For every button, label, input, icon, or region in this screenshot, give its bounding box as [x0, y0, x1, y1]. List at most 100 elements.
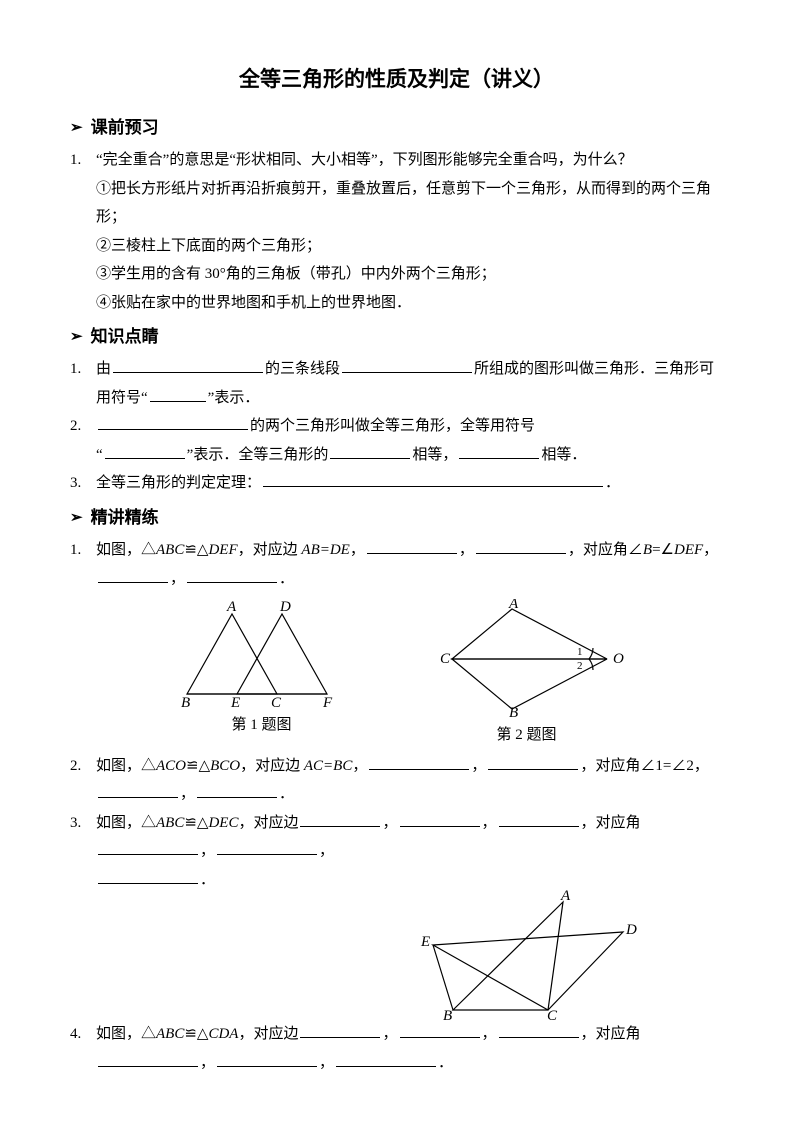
text: “	[96, 447, 103, 463]
math: DEF	[674, 542, 703, 558]
practice-list: 1. 如图，△ABC≌△DEF，对应边 AB=DE，，，对应角∠B=∠DEF，，…	[70, 536, 723, 593]
text: 的三条线段	[265, 361, 340, 377]
text: 如图，△	[96, 1026, 156, 1042]
section-label: 知识点睛	[91, 321, 159, 353]
text: ”表示．全等三角形的	[187, 447, 329, 463]
text: 如图，△	[96, 815, 156, 831]
blank	[197, 782, 277, 799]
text: 的两个三角形叫做全等三角形，全等用符号	[250, 418, 535, 434]
text: ，	[459, 542, 474, 558]
item-body: 的两个三角形叫做全等三角形，全等用符号 “”表示．全等三角形的相等，相等．	[96, 412, 723, 469]
text: ，对应角	[581, 815, 641, 831]
blank	[217, 839, 317, 856]
math: AC=BC	[304, 758, 352, 774]
pt-D: D	[279, 599, 291, 615]
text: ，对应边	[238, 542, 302, 558]
blank	[187, 566, 277, 583]
section-label: 精讲精练	[91, 502, 159, 534]
math: DEC	[208, 815, 238, 831]
blank	[369, 753, 469, 770]
pt-A: A	[226, 599, 237, 615]
figure-row: A D B E C F 第 1 题图 A C O B	[70, 599, 723, 750]
text: ≌△	[184, 542, 208, 558]
section-preview: ➢ 课前预习	[70, 112, 723, 144]
item-body: “完全重合”的意思是“形状相同、大小相等”，下列图形能够完全重合吗，为什么？ ①…	[96, 146, 723, 317]
blank	[342, 357, 472, 374]
text: ≌△	[184, 815, 208, 831]
item-number: 1.	[70, 146, 96, 317]
blank	[150, 385, 206, 402]
blank	[98, 1050, 198, 1067]
text: ，对应边	[240, 758, 304, 774]
item-number: 1.	[70, 355, 96, 412]
text: ，对应边	[238, 1026, 298, 1042]
pt-C: C	[440, 651, 451, 667]
item-number: 3.	[70, 809, 96, 895]
blank	[105, 442, 185, 459]
text: “完全重合”的意思是“形状相同、大小相等”，下列图形能够完全重合吗，为什么？	[96, 152, 633, 168]
chevron-right-icon: ➢	[70, 504, 83, 533]
item-number: 2.	[70, 412, 96, 469]
section-label: 课前预习	[91, 112, 159, 144]
pt-D: D	[625, 922, 637, 938]
pt-C: C	[547, 1008, 558, 1020]
caption-2: 第 2 题图	[427, 721, 627, 750]
text: ．	[279, 786, 294, 802]
text: ．	[438, 1055, 453, 1071]
section-practice: ➢ 精讲精练	[70, 502, 723, 534]
item-body: 由的三条线段所组成的图形叫做三角形．三角形可用符号“”表示．	[96, 355, 723, 412]
figure-2: A C O B 1 2 第 2 题图	[427, 599, 627, 750]
text: 如图，△	[96, 542, 156, 558]
angle-1: 1	[577, 646, 583, 658]
text: ①把长方形纸片对折再沿折痕剪开，重叠放置后，任意剪下一个三角形，从而得到的两个三…	[96, 181, 711, 226]
math: ACO	[156, 758, 186, 774]
pt-E: E	[420, 934, 430, 950]
pt-B: B	[181, 695, 190, 709]
item-body: 如图，△ABC≌△DEC，对应边，，，对应角，，．	[96, 809, 723, 895]
math: ABC	[156, 1026, 184, 1042]
blank	[459, 442, 539, 459]
blank	[488, 753, 578, 770]
blank	[367, 538, 457, 555]
pt-F: F	[322, 695, 333, 709]
blank	[400, 1022, 480, 1039]
blank	[476, 538, 566, 555]
pt-A: A	[560, 890, 571, 904]
practice-list-3: 4. 如图，△ABC≌△CDA，对应边，，，对应角，，．	[70, 1020, 723, 1077]
chevron-right-icon: ➢	[70, 323, 83, 352]
pt-B: B	[509, 705, 518, 719]
text: ，	[200, 843, 215, 859]
figure-1: A D B E C F 第 1 题图	[167, 599, 357, 750]
text: ≌△	[184, 1026, 208, 1042]
text: 如图，△	[96, 758, 156, 774]
text: ．	[279, 571, 294, 587]
blank	[98, 414, 248, 431]
text: ．	[200, 872, 215, 888]
item-body: 如图，△ABC≌△CDA，对应边，，，对应角，，．	[96, 1020, 723, 1077]
pt-C: C	[271, 695, 282, 709]
text: =∠	[652, 542, 674, 558]
text: ，	[352, 758, 367, 774]
text: ≌△	[186, 758, 210, 774]
blank	[336, 1050, 436, 1067]
knowledge-list: 1. 由的三条线段所组成的图形叫做三角形．三角形可用符号“”表示． 2. 的两个…	[70, 355, 723, 498]
blank	[98, 867, 198, 884]
triangle-diagram-1: A D B E C F	[167, 599, 357, 709]
math: BCO	[210, 758, 240, 774]
section-knowledge: ➢ 知识点睛	[70, 321, 723, 353]
preview-list: 1. “完全重合”的意思是“形状相同、大小相等”，下列图形能够完全重合吗，为什么…	[70, 146, 723, 317]
pt-B: B	[443, 1008, 452, 1020]
angle-2: 2	[577, 660, 583, 672]
blank	[113, 357, 263, 374]
figure-3: A D E B C	[70, 890, 723, 1020]
blank	[300, 1022, 380, 1039]
pt-O: O	[613, 651, 624, 667]
item-number: 2.	[70, 752, 96, 809]
math: CDA	[208, 1026, 238, 1042]
caption-1: 第 1 题图	[167, 711, 357, 740]
text: ②三棱柱上下底面的两个三角形；	[96, 238, 321, 254]
text: ，对应角∠	[568, 542, 643, 558]
math: AB=DE	[301, 542, 349, 558]
math: B	[643, 542, 652, 558]
item-body: 全等三角形的判定定理：．	[96, 469, 723, 498]
